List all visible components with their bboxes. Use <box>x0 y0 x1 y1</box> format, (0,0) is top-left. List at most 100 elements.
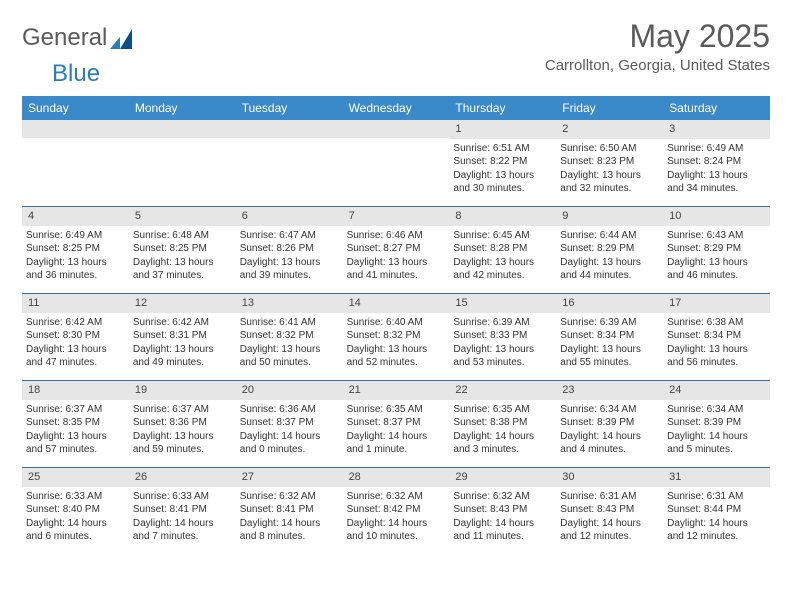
sunset-text: Sunset: 8:39 PM <box>560 416 659 430</box>
daylight-text: Daylight: 13 hours and 53 minutes. <box>453 343 552 370</box>
day-number: 26 <box>129 468 236 487</box>
week-row: 4Sunrise: 6:49 AMSunset: 8:25 PMDaylight… <box>22 206 770 293</box>
day-cell: 18Sunrise: 6:37 AMSunset: 8:35 PMDayligh… <box>22 381 129 467</box>
day-number: 24 <box>663 381 770 400</box>
sunset-text: Sunset: 8:43 PM <box>453 503 552 517</box>
sunset-text: Sunset: 8:24 PM <box>667 155 766 169</box>
day-header-cell: Monday <box>129 96 236 120</box>
day-cell: 16Sunrise: 6:39 AMSunset: 8:34 PMDayligh… <box>556 294 663 380</box>
sunset-text: Sunset: 8:42 PM <box>347 503 446 517</box>
sunrise-text: Sunrise: 6:51 AM <box>453 142 552 156</box>
day-cell <box>22 120 129 206</box>
daylight-text: Daylight: 14 hours and 6 minutes. <box>26 517 125 544</box>
daylight-text: Daylight: 13 hours and 52 minutes. <box>347 343 446 370</box>
day-cell <box>236 120 343 206</box>
sunrise-text: Sunrise: 6:39 AM <box>560 316 659 330</box>
day-number: 6 <box>236 207 343 226</box>
day-cell: 13Sunrise: 6:41 AMSunset: 8:32 PMDayligh… <box>236 294 343 380</box>
sunrise-text: Sunrise: 6:46 AM <box>347 229 446 243</box>
daylight-text: Daylight: 13 hours and 55 minutes. <box>560 343 659 370</box>
brand-mark-icon <box>110 28 132 48</box>
day-header-cell: Thursday <box>449 96 556 120</box>
daylight-text: Daylight: 14 hours and 1 minute. <box>347 430 446 457</box>
week-row: 18Sunrise: 6:37 AMSunset: 8:35 PMDayligh… <box>22 380 770 467</box>
sunrise-text: Sunrise: 6:31 AM <box>560 490 659 504</box>
sunrise-text: Sunrise: 6:47 AM <box>240 229 339 243</box>
sunrise-text: Sunrise: 6:42 AM <box>26 316 125 330</box>
daylight-text: Daylight: 13 hours and 50 minutes. <box>240 343 339 370</box>
day-number: 5 <box>129 207 236 226</box>
sunrise-text: Sunrise: 6:48 AM <box>133 229 232 243</box>
day-cell <box>343 120 450 206</box>
day-cell: 26Sunrise: 6:33 AMSunset: 8:41 PMDayligh… <box>129 468 236 554</box>
sunset-text: Sunset: 8:35 PM <box>26 416 125 430</box>
day-cell <box>129 120 236 206</box>
daylight-text: Daylight: 14 hours and 12 minutes. <box>667 517 766 544</box>
daylight-text: Daylight: 13 hours and 41 minutes. <box>347 256 446 283</box>
daylight-text: Daylight: 14 hours and 11 minutes. <box>453 517 552 544</box>
week-row: 11Sunrise: 6:42 AMSunset: 8:30 PMDayligh… <box>22 293 770 380</box>
daylight-text: Daylight: 13 hours and 46 minutes. <box>667 256 766 283</box>
sunset-text: Sunset: 8:37 PM <box>347 416 446 430</box>
title-block: May 2025 Carrollton, Georgia, United Sta… <box>545 18 770 74</box>
day-number: 31 <box>663 468 770 487</box>
day-cell: 6 Sunrise: 6:47 AMSunset: 8:26 PMDaylight… <box>236 207 343 293</box>
sunset-text: Sunset: 8:26 PM <box>240 242 339 256</box>
sunrise-text: Sunrise: 6:43 AM <box>667 229 766 243</box>
sunrise-text: Sunrise: 6:41 AM <box>240 316 339 330</box>
daylight-text: Daylight: 14 hours and 7 minutes. <box>133 517 232 544</box>
sunset-text: Sunset: 8:40 PM <box>26 503 125 517</box>
day-number: 4 <box>22 207 129 226</box>
location-text: Carrollton, Georgia, United States <box>545 57 770 74</box>
day-cell: 21Sunrise: 6:35 AMSunset: 8:37 PMDayligh… <box>343 381 450 467</box>
day-cell: 28Sunrise: 6:32 AMSunset: 8:42 PMDayligh… <box>343 468 450 554</box>
sunset-text: Sunset: 8:37 PM <box>240 416 339 430</box>
sunrise-text: Sunrise: 6:38 AM <box>667 316 766 330</box>
day-cell: 30Sunrise: 6:31 AMSunset: 8:43 PMDayligh… <box>556 468 663 554</box>
sunrise-text: Sunrise: 6:50 AM <box>560 142 659 156</box>
day-number <box>343 120 450 138</box>
daylight-text: Daylight: 14 hours and 5 minutes. <box>667 430 766 457</box>
daylight-text: Daylight: 13 hours and 30 minutes. <box>453 169 552 196</box>
day-cell: 23 Sunrise: 6:34 AMSunset: 8:39 PMDayligh… <box>556 381 663 467</box>
day-number: 20 <box>236 381 343 400</box>
sunset-text: Sunset: 8:41 PM <box>133 503 232 517</box>
calendar: Sunday Monday Tuesday Wednesday Thursday… <box>22 96 770 554</box>
day-cell: 25Sunrise: 6:33 AMSunset: 8:40 PMDayligh… <box>22 468 129 554</box>
day-cell: 10Sunrise: 6:43 AMSunset: 8:29 PMDayligh… <box>663 207 770 293</box>
daylight-text: Daylight: 13 hours and 34 minutes. <box>667 169 766 196</box>
day-number: 19 <box>129 381 236 400</box>
day-cell: 5Sunrise: 6:48 AMSunset: 8:25 PMDaylight… <box>129 207 236 293</box>
day-number: 8 <box>449 207 556 226</box>
month-title: May 2025 <box>545 18 770 55</box>
sunset-text: Sunset: 8:29 PM <box>560 242 659 256</box>
day-number: 9 <box>556 207 663 226</box>
sunrise-text: Sunrise: 6:45 AM <box>453 229 552 243</box>
day-number: 28 <box>343 468 450 487</box>
day-cell: 31Sunrise: 6:31 AMSunset: 8:44 PMDayligh… <box>663 468 770 554</box>
sunrise-text: Sunrise: 6:39 AM <box>453 316 552 330</box>
day-cell: 20Sunrise: 6:36 AMSunset: 8:37 PMDayligh… <box>236 381 343 467</box>
daylight-text: Daylight: 13 hours and 39 minutes. <box>240 256 339 283</box>
sunset-text: Sunset: 8:22 PM <box>453 155 552 169</box>
sunrise-text: Sunrise: 6:31 AM <box>667 490 766 504</box>
sunset-text: Sunset: 8:30 PM <box>26 329 125 343</box>
sunrise-text: Sunrise: 6:34 AM <box>560 403 659 417</box>
day-cell: 11Sunrise: 6:42 AMSunset: 8:30 PMDayligh… <box>22 294 129 380</box>
day-number: 12 <box>129 294 236 313</box>
sunrise-text: Sunrise: 6:34 AM <box>667 403 766 417</box>
daylight-text: Daylight: 13 hours and 44 minutes. <box>560 256 659 283</box>
weeks-container: 1Sunrise: 6:51 AMSunset: 8:22 PMDaylight… <box>22 120 770 554</box>
day-number: 15 <box>449 294 556 313</box>
sunrise-text: Sunrise: 6:35 AM <box>347 403 446 417</box>
day-number: 30 <box>556 468 663 487</box>
day-cell: 7Sunrise: 6:46 AMSunset: 8:27 PMDaylight… <box>343 207 450 293</box>
day-number: 23 <box>556 381 663 400</box>
sunset-text: Sunset: 8:29 PM <box>667 242 766 256</box>
daylight-text: Daylight: 14 hours and 4 minutes. <box>560 430 659 457</box>
brand-logo: General <box>22 18 132 52</box>
sunset-text: Sunset: 8:27 PM <box>347 242 446 256</box>
day-cell: 4Sunrise: 6:49 AMSunset: 8:25 PMDaylight… <box>22 207 129 293</box>
sunrise-text: Sunrise: 6:42 AM <box>133 316 232 330</box>
daylight-text: Daylight: 13 hours and 42 minutes. <box>453 256 552 283</box>
